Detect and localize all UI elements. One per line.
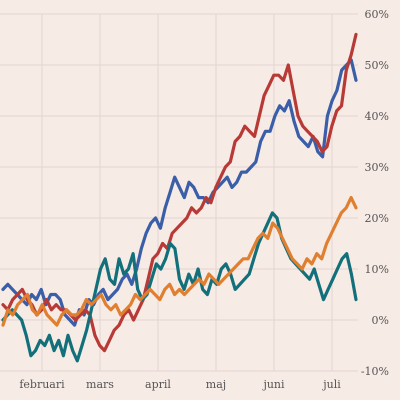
series-line-4 <box>1 196 358 327</box>
y-tick-label: 60% <box>365 8 389 21</box>
series-line-1 <box>1 58 358 327</box>
x-tick-label: februari <box>19 378 65 391</box>
x-axis-ticks: februari mars april maj juni juli <box>19 378 341 391</box>
y-tick-label: -10% <box>361 365 389 378</box>
y-tick-label: 20% <box>365 212 389 225</box>
y-tick-label: 10% <box>365 263 389 276</box>
series-line-3 <box>1 211 358 363</box>
y-tick-label: 50% <box>365 59 389 72</box>
x-tick-label: juni <box>261 378 285 391</box>
series-layer <box>1 32 358 363</box>
x-tick-label: juli <box>321 378 341 391</box>
y-axis-ticks: -10% 0% 10% 20% 30% 40% 50% 60% <box>361 8 389 378</box>
grid-lines <box>0 13 358 372</box>
series-line-2 <box>1 32 358 353</box>
y-tick-label: 40% <box>365 110 389 123</box>
y-tick-label: 0% <box>372 314 389 327</box>
y-tick-label: 30% <box>365 161 389 174</box>
x-tick-label: mars <box>86 378 114 391</box>
x-tick-label: april <box>145 378 171 391</box>
x-tick-label: maj <box>206 378 226 391</box>
